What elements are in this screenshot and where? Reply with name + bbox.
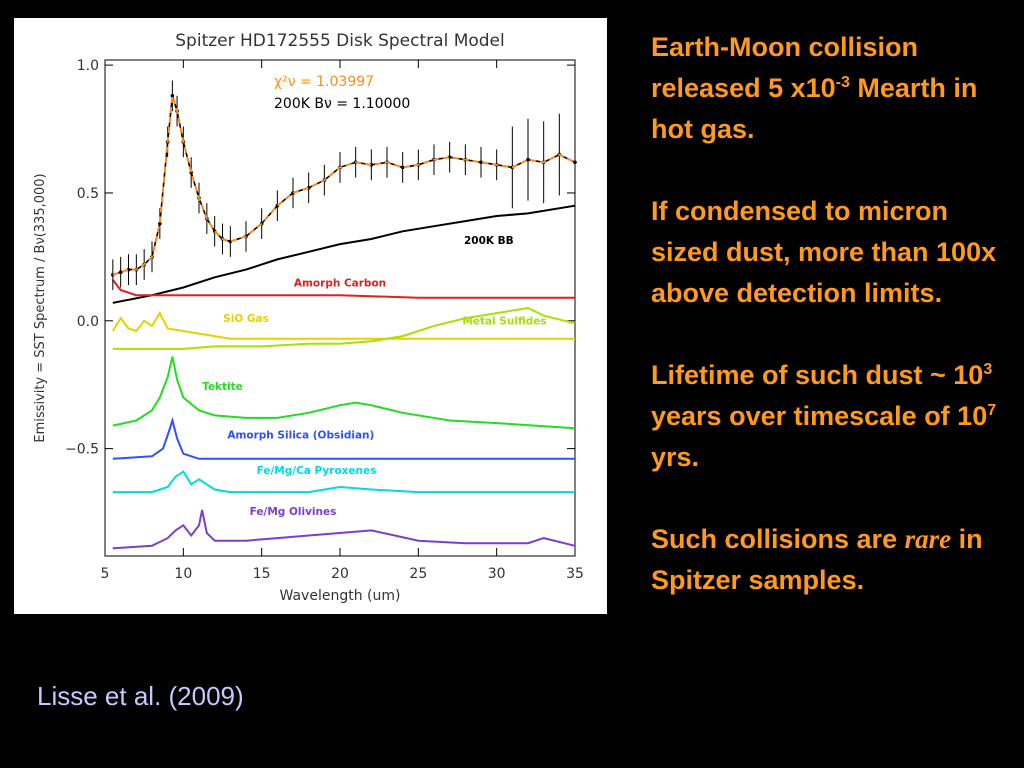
spectral-chart: Spitzer HD172555 Disk Spectral Model 5 10 1… — [33, 31, 584, 604]
chart-panel: Spitzer HD172555 Disk Spectral Model 5 10 1… — [14, 18, 607, 614]
series-label: Fe/Mg Olivines — [250, 506, 337, 518]
series-label: Amorph Silica (Obsidian) — [227, 429, 374, 441]
legend-entry: χ²ν = 1.03997 — [274, 74, 374, 90]
series-fe-mg-ca-pyroxenes — [112, 470, 575, 494]
slide-text: Earth-Moon collision released 5 x10-3 Me… — [651, 27, 1011, 642]
y-tick-label: −0.5 — [65, 442, 99, 458]
x-axis-label: Wavelength (um) — [280, 588, 401, 604]
series-tektite — [112, 356, 576, 430]
spectrum-line — [112, 95, 576, 276]
paragraph-rare: Such collisions are rare in Spitzer samp… — [651, 524, 983, 595]
x-tick-label: 20 — [331, 566, 349, 582]
y-tick-label: 0.5 — [77, 186, 99, 202]
model-fit-line — [112, 95, 576, 276]
x-tick-label: 5 — [101, 566, 110, 582]
legend-entry: 200K Bν = 1.10000 — [274, 96, 410, 112]
series-fe-mg-olivines — [112, 509, 576, 550]
series-label: Tektite — [202, 381, 243, 393]
y-tick-label: 0.0 — [77, 314, 99, 330]
x-tick-label: 35 — [566, 566, 584, 582]
x-tick-label: 15 — [253, 566, 271, 582]
x-tick-label: 10 — [174, 566, 192, 582]
paragraph-condensed: If condensed to micron sized dust, more … — [651, 196, 997, 308]
series-label: Fe/Mg/Ca Pyroxenes — [257, 465, 377, 477]
chart-title: Spitzer HD172555 Disk Spectral Model — [175, 31, 504, 51]
series-label: Metal Sulfides — [462, 316, 546, 328]
series-label: 200K BB — [464, 235, 514, 247]
citation: Lisse et al. (2009) — [37, 681, 244, 711]
x-tick-label: 30 — [488, 566, 506, 582]
series-200k-bb — [112, 204, 576, 304]
plot-frame — [104, 59, 576, 557]
y-axis-label: Emissivity = SST Spectrum / Bν(335,000) — [33, 173, 48, 442]
series-label: Amorph Carbon — [294, 277, 386, 289]
series-metal-sulfides — [112, 306, 576, 350]
series-label: SiO Gas — [223, 313, 269, 325]
series-amorph-carbon — [112, 279, 575, 299]
x-tick-label: 25 — [409, 566, 427, 582]
y-tick-label: 1.0 — [77, 58, 99, 74]
paragraph-collision: Earth-Moon collision released 5 x10-3 Me… — [651, 32, 978, 144]
paragraph-lifetime: Lifetime of such dust ~ 103 years over t… — [651, 360, 997, 472]
series-sio-gas — [111, 311, 575, 340]
series-amorph-silica-obsidian — [112, 416, 575, 460]
